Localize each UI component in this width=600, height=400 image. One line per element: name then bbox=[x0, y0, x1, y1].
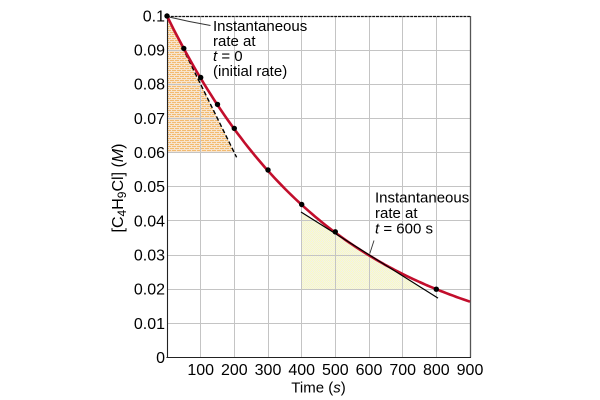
svg-text:t = 0: t = 0 bbox=[213, 48, 243, 65]
svg-text:rate at: rate at bbox=[375, 205, 418, 222]
svg-text:600: 600 bbox=[356, 362, 383, 379]
svg-text:900: 900 bbox=[457, 362, 484, 379]
svg-text:0.07: 0.07 bbox=[134, 111, 165, 128]
svg-text:300: 300 bbox=[255, 362, 282, 379]
svg-text:200: 200 bbox=[221, 362, 248, 379]
svg-text:0.06: 0.06 bbox=[134, 145, 165, 162]
svg-text:t = 600 s: t = 600 s bbox=[375, 221, 433, 238]
svg-text:0.09: 0.09 bbox=[134, 43, 165, 60]
svg-text:Instantaneous: Instantaneous bbox=[375, 190, 469, 207]
svg-text:[C4H9Cl] (M): [C4H9Cl] (M) bbox=[110, 144, 129, 233]
svg-text:0.03: 0.03 bbox=[134, 248, 165, 265]
svg-text:0.08: 0.08 bbox=[134, 77, 165, 94]
svg-text:0.02: 0.02 bbox=[134, 282, 165, 299]
svg-text:400: 400 bbox=[288, 362, 315, 379]
svg-text:rate at: rate at bbox=[213, 33, 256, 50]
svg-text:0.05: 0.05 bbox=[134, 179, 165, 196]
svg-text:0.01: 0.01 bbox=[134, 316, 165, 333]
svg-text:500: 500 bbox=[322, 362, 349, 379]
svg-text:(initial rate): (initial rate) bbox=[213, 63, 287, 80]
svg-text:Time (s): Time (s) bbox=[291, 380, 345, 397]
svg-text:100: 100 bbox=[187, 362, 214, 379]
svg-text:0.04: 0.04 bbox=[134, 213, 165, 230]
svg-text:700: 700 bbox=[389, 362, 416, 379]
svg-text:Instantaneous: Instantaneous bbox=[213, 18, 307, 35]
svg-text:0: 0 bbox=[156, 350, 165, 367]
svg-text:0.1: 0.1 bbox=[143, 8, 165, 25]
svg-text:800: 800 bbox=[423, 362, 450, 379]
